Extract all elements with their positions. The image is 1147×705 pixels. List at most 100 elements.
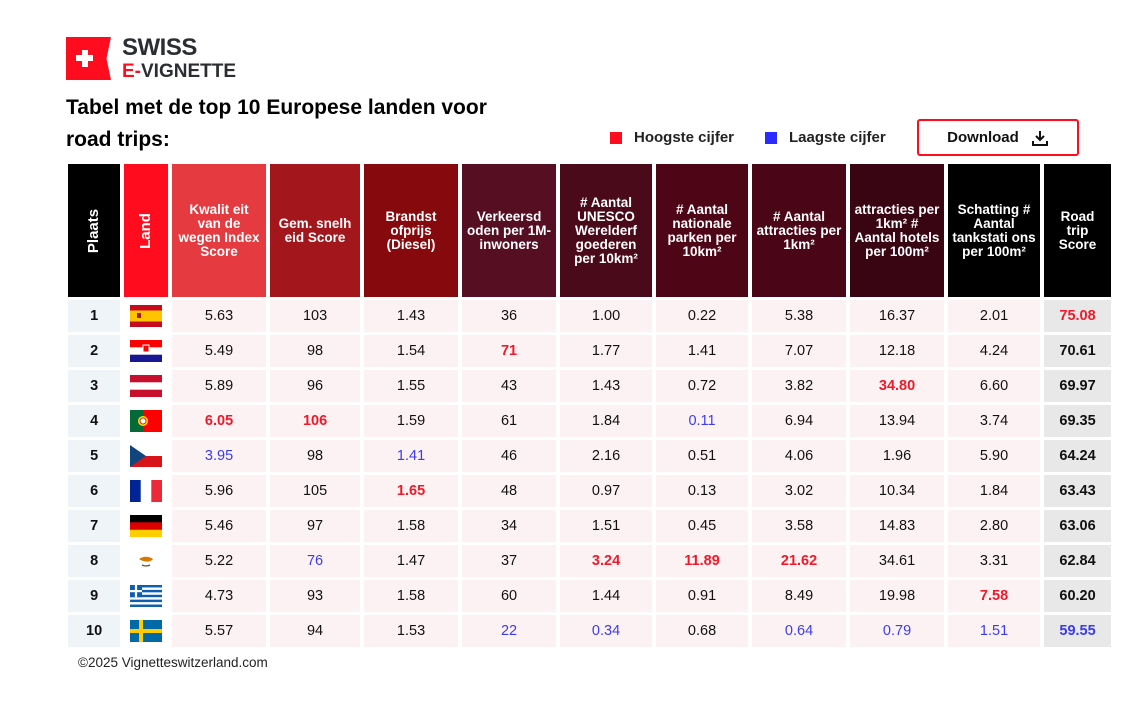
value-cell: 93 xyxy=(270,580,361,612)
value-cell: 19.98 xyxy=(850,580,945,612)
value-cell: 3.31 xyxy=(948,545,1041,577)
spain-flag-icon xyxy=(130,305,163,327)
value-cell: 1.51 xyxy=(948,615,1041,647)
value-cell: 6.05 xyxy=(172,405,267,437)
road-trip-score-cell: 70.61 xyxy=(1044,335,1112,367)
low-swatch-icon xyxy=(765,131,777,144)
country-cell xyxy=(124,580,169,612)
rank-cell: 6 xyxy=(68,475,121,507)
column-header[interactable]: Kwalit eit van de wegen Index Score xyxy=(172,164,267,297)
column-header[interactable]: Schatting # Aantal tankstati ons per 100… xyxy=(948,164,1041,297)
value-cell: 0.97 xyxy=(560,475,653,507)
column-header[interactable]: Gem. snelh eid Score xyxy=(270,164,361,297)
column-header[interactable]: Plaats xyxy=(68,164,121,297)
table-row: 3 5.89 96 1.55 43 1.43 0.72 3.82 34.80 6.60 69.97 xyxy=(68,370,1112,402)
country-cell xyxy=(124,370,169,402)
column-header[interactable]: # Aantal UNESCO Werelderf goederen per 1… xyxy=(560,164,653,297)
header-row: Plaats Land Kwalit eit van de wegen Index … xyxy=(68,164,1112,297)
value-cell: 6.60 xyxy=(948,370,1041,402)
column-header-label: # Aantal UNESCO Werelderf goederen per 1… xyxy=(574,194,638,266)
value-cell: 13.94 xyxy=(850,405,945,437)
column-header-label: Kwalit eit van de wegen Index Score xyxy=(178,201,260,259)
download-label: Download xyxy=(947,129,1019,146)
table-row: 5 3.95 98 1.41 46 2.16 0.51 4.06 1.96 5.90 64.24 xyxy=(68,440,1112,472)
column-header[interactable]: # Aantal attracties per 1km² xyxy=(752,164,847,297)
value-cell: 1.58 xyxy=(364,580,459,612)
value-cell: 34.61 xyxy=(850,545,945,577)
road-trip-score-cell: 63.43 xyxy=(1044,475,1112,507)
logo[interactable]: SWISS E-VIGNETTE xyxy=(66,36,236,81)
value-cell: 7.07 xyxy=(752,335,847,367)
value-cell: 96 xyxy=(270,370,361,402)
download-button[interactable]: Download xyxy=(917,119,1079,156)
value-cell: 14.83 xyxy=(850,510,945,542)
value-cell: 5.96 xyxy=(172,475,267,507)
value-cell: 3.58 xyxy=(752,510,847,542)
logo-line2-prefix: E- xyxy=(122,61,141,82)
greece-flag-icon xyxy=(130,585,163,607)
value-cell: 3.02 xyxy=(752,475,847,507)
value-cell: 0.45 xyxy=(656,510,749,542)
value-cell: 60 xyxy=(462,580,557,612)
logo-line1: SWISS xyxy=(122,34,197,61)
footer-copyright: ©2025 Vignetteswitzerland.com xyxy=(78,655,268,670)
value-cell: 0.64 xyxy=(752,615,847,647)
road-trip-score-cell: 63.06 xyxy=(1044,510,1112,542)
table-row: 8 5.22 76 1.47 37 3.24 11.89 21.62 34.61 3.31 62.8… xyxy=(68,545,1112,577)
value-cell: 4.73 xyxy=(172,580,267,612)
value-cell: 1.53 xyxy=(364,615,459,647)
value-cell: 5.38 xyxy=(752,300,847,332)
value-cell: 1.47 xyxy=(364,545,459,577)
country-cell xyxy=(124,440,169,472)
value-cell: 1.65 xyxy=(364,475,459,507)
value-cell: 1.84 xyxy=(948,475,1041,507)
column-header-label: Land xyxy=(137,212,155,249)
download-icon xyxy=(1031,130,1048,146)
value-cell: 0.11 xyxy=(656,405,749,437)
high-swatch-icon xyxy=(610,131,622,144)
column-header[interactable]: Verkeersd oden per 1M- inwoners xyxy=(462,164,557,297)
rank-cell: 7 xyxy=(68,510,121,542)
value-cell: 8.49 xyxy=(752,580,847,612)
value-cell: 5.90 xyxy=(948,440,1041,472)
value-cell: 1.55 xyxy=(364,370,459,402)
value-cell: 2.16 xyxy=(560,440,653,472)
value-cell: 4.24 xyxy=(948,335,1041,367)
czech-flag-icon xyxy=(130,445,163,467)
value-cell: 3.82 xyxy=(752,370,847,402)
value-cell: 105 xyxy=(270,475,361,507)
column-header-label: # Aantal nationale parken per 10km² xyxy=(667,201,737,259)
value-cell: 5.89 xyxy=(172,370,267,402)
country-cell xyxy=(124,510,169,542)
croatia-flag-icon xyxy=(130,340,163,362)
column-header[interactable]: Road trip Score xyxy=(1044,164,1112,297)
value-cell: 97 xyxy=(270,510,361,542)
value-cell: 1.96 xyxy=(850,440,945,472)
column-header[interactable]: attracties per 1km² # Aantal hotels per … xyxy=(850,164,945,297)
value-cell: 3.24 xyxy=(560,545,653,577)
value-cell: 1.44 xyxy=(560,580,653,612)
road-trip-score-cell: 69.97 xyxy=(1044,370,1112,402)
road-trip-score-cell: 59.55 xyxy=(1044,615,1112,647)
value-cell: 0.91 xyxy=(656,580,749,612)
value-cell: 1.51 xyxy=(560,510,653,542)
value-cell: 103 xyxy=(270,300,361,332)
austria-flag-icon xyxy=(130,375,163,397)
value-cell: 0.51 xyxy=(656,440,749,472)
value-cell: 1.43 xyxy=(560,370,653,402)
value-cell: 5.57 xyxy=(172,615,267,647)
column-header[interactable]: # Aantal nationale parken per 10km² xyxy=(656,164,749,297)
value-cell: 6.94 xyxy=(752,405,847,437)
column-header-label: # Aantal attracties per 1km² xyxy=(756,208,842,252)
column-header[interactable]: Land xyxy=(124,164,169,297)
value-cell: 61 xyxy=(462,405,557,437)
page-title: Tabel met de top 10 Europese landen voor… xyxy=(66,96,487,151)
value-cell: 5.22 xyxy=(172,545,267,577)
road-trip-score-cell: 75.08 xyxy=(1044,300,1112,332)
value-cell: 0.13 xyxy=(656,475,749,507)
table-row: 10 5.57 94 1.53 22 0.34 0.68 0.64 0.79 1.51 59.55 xyxy=(68,615,1112,647)
column-header[interactable]: Brandst ofprijs (Diesel) xyxy=(364,164,459,297)
value-cell: 4.06 xyxy=(752,440,847,472)
sweden-flag-icon xyxy=(130,620,163,642)
